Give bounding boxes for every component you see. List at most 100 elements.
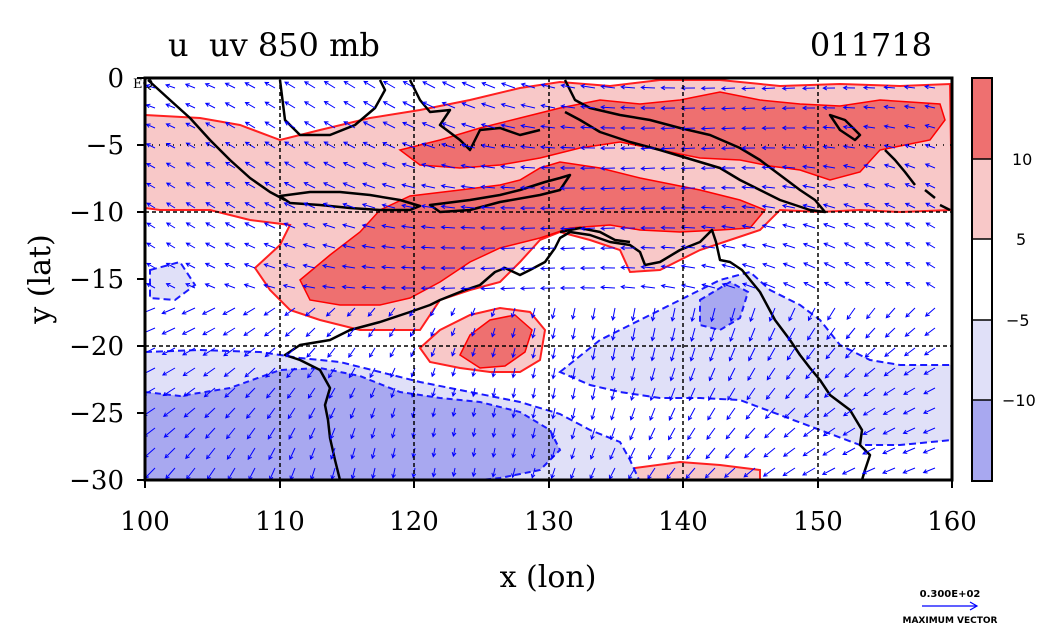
wind-vector (431, 467, 437, 478)
wind-vector (884, 242, 896, 249)
wind-vector (862, 447, 876, 455)
wind-vector (822, 164, 836, 169)
wind-vector (884, 183, 896, 189)
wind-vector (720, 126, 736, 131)
wind-vector (540, 124, 556, 129)
wind-vector (283, 182, 296, 189)
wind-vector (342, 161, 356, 169)
wind-vector (185, 262, 196, 269)
colorbar-band-weak-positive (972, 159, 992, 239)
wind-vector (862, 124, 876, 130)
wind-vector (304, 307, 316, 317)
wind-vector (591, 327, 596, 341)
wind-vector (361, 223, 376, 229)
wind-vector (145, 143, 156, 149)
x-tick-label: 140 (658, 507, 708, 537)
wind-vector (511, 467, 516, 479)
wind-vector (884, 262, 896, 269)
wind-vector (650, 367, 656, 382)
wind-vector (146, 202, 156, 209)
wind-vector (223, 347, 236, 357)
wind-vector (883, 85, 896, 90)
wind-vector (924, 123, 936, 129)
wind-vector (649, 407, 656, 421)
wind-vector (165, 222, 176, 229)
wind-vector (520, 266, 536, 271)
wind-vector (391, 447, 396, 459)
wind-vector (741, 145, 756, 151)
wind-vector (182, 347, 196, 356)
wind-vector (401, 203, 416, 209)
wind-vector (660, 166, 676, 171)
wind-vector (303, 101, 316, 109)
wind-vector (629, 407, 636, 421)
wind-vector (431, 367, 436, 378)
wind-vector (745, 407, 756, 420)
wind-vector (165, 103, 176, 109)
wind-vector (343, 80, 356, 89)
wind-vector (519, 185, 536, 191)
wind-vector (668, 407, 676, 421)
wind-vector (382, 121, 396, 129)
wind-vector (520, 246, 536, 251)
wind-vector (362, 121, 376, 129)
wind-vector (570, 407, 576, 420)
wind-vector (865, 327, 876, 339)
wind-vector (500, 102, 516, 109)
wind-vector (460, 225, 476, 231)
wind-vector (205, 427, 216, 439)
wind-vector (842, 85, 856, 91)
wind-vector (841, 467, 856, 475)
wind-vector (741, 125, 756, 131)
wind-vector (480, 266, 496, 271)
wind-vector (225, 427, 236, 440)
wind-vector (363, 80, 376, 89)
wind-vector (883, 367, 896, 377)
wind-vector (609, 427, 616, 441)
wind-vector (539, 165, 556, 171)
wind-vector (620, 186, 636, 191)
wind-vector (822, 105, 836, 111)
wind-vector (781, 86, 796, 91)
wind-vector (781, 105, 796, 111)
wind-vector (224, 262, 236, 269)
wind-vector (388, 307, 396, 317)
wind-vector (640, 284, 656, 289)
wind-vector (768, 327, 776, 342)
wind-vector (660, 225, 676, 231)
wind-vector (707, 407, 716, 421)
wind-vector (519, 286, 536, 291)
wind-vector (788, 307, 796, 322)
wind-vector (390, 367, 396, 379)
wind-vector (184, 427, 196, 439)
wind-vector (629, 427, 636, 441)
wind-vector (783, 427, 796, 438)
wind-vector (520, 82, 536, 89)
wind-vector (530, 307, 536, 319)
wind-vector (670, 347, 676, 362)
wind-vector (539, 144, 556, 150)
wind-vector (620, 84, 636, 90)
wind-vector (185, 103, 196, 109)
wind-vector (422, 81, 436, 89)
wind-vector (660, 85, 676, 91)
wind-vector (559, 206, 576, 211)
wind-vector (689, 367, 696, 382)
wind-vector (600, 84, 616, 90)
wind-vector (347, 327, 356, 338)
wind-vector (785, 387, 796, 400)
y-tick-label: −10 (69, 198, 124, 228)
wind-vector (761, 223, 776, 229)
wind-vector (330, 447, 336, 460)
wind-vector (551, 387, 556, 400)
colorbar-band-neutral (972, 239, 992, 320)
wind-vector (321, 263, 336, 269)
wind-vector (370, 407, 376, 419)
wind-vector (559, 265, 576, 271)
wind-vector (243, 263, 256, 269)
wind-vector (726, 407, 736, 421)
wind-vector (263, 263, 276, 269)
wind-vector (381, 203, 396, 209)
wind-vector (500, 144, 516, 149)
wind-vector (660, 185, 676, 191)
